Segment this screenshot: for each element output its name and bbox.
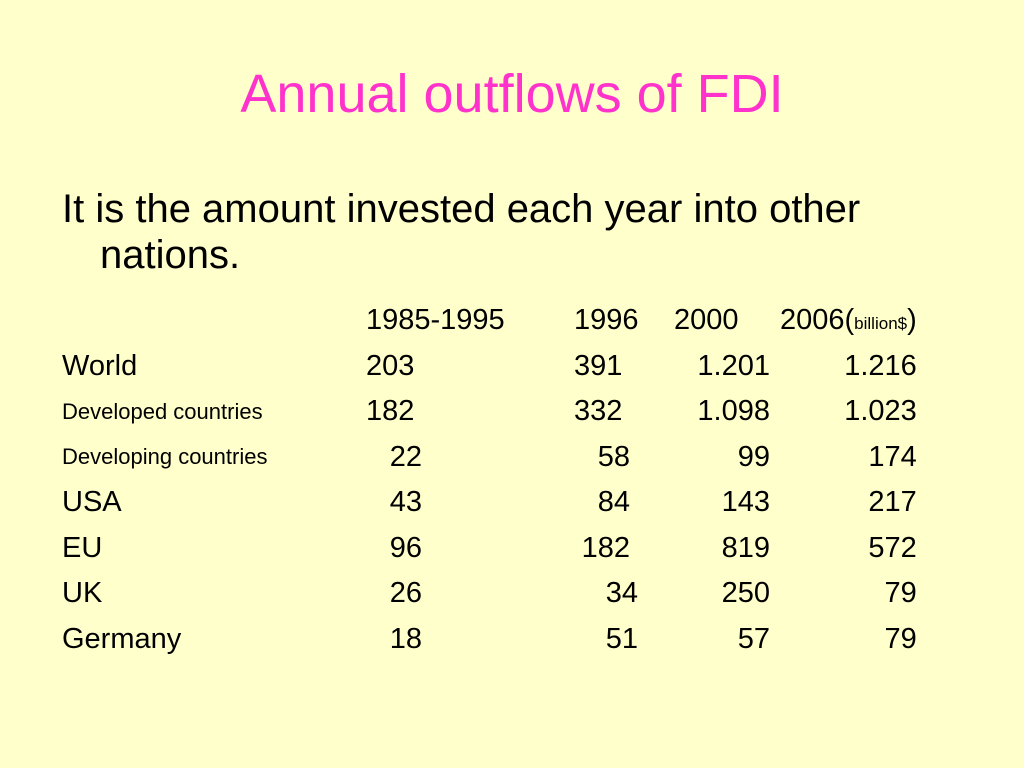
- cell-2000: 1.098: [697, 395, 770, 428]
- table-row: EU 96 182 819 572: [62, 526, 917, 572]
- cell-1996: 182: [574, 526, 674, 572]
- cell-1996: 332: [574, 389, 674, 435]
- table-header-row: 1985-1995 1996 2000 2006(billion$): [62, 298, 917, 344]
- table-row: Developed countries 182 332 1.098 1.023: [62, 389, 917, 435]
- header-2000: 2000: [674, 304, 739, 337]
- cell-1985-1995: 22: [366, 435, 574, 481]
- slide-title: Annual outflows of FDI: [240, 64, 784, 124]
- cell-value: 34: [605, 577, 638, 610]
- cell-1985-1995: 43: [366, 480, 574, 526]
- cell-value: 26: [389, 577, 422, 610]
- table-row: World 203 391 1.201 1.216: [62, 344, 917, 390]
- cell-value: 84: [597, 486, 630, 519]
- row-label: UK: [62, 577, 103, 610]
- header-2006-unit: billion$: [854, 314, 908, 334]
- row-label: USA: [62, 486, 122, 519]
- cell-value: 18: [389, 622, 422, 655]
- row-label: Developed countries: [62, 398, 263, 424]
- cell-2006: 1.023: [844, 395, 917, 428]
- cell-2006: 79: [884, 622, 917, 655]
- fdi-outflows-table: 1985-1995 1996 2000 2006(billion$) World…: [62, 298, 917, 662]
- cell-value: 182: [366, 395, 415, 428]
- cell-2000: 250: [721, 577, 770, 610]
- cell-1996: 84: [574, 480, 674, 526]
- header-1996: 1996: [574, 304, 639, 337]
- cell-2000: 1.201: [697, 349, 770, 382]
- table-row: UK 26 34 250 79: [62, 571, 917, 617]
- header-2006-suffix: ): [907, 304, 917, 337]
- cell-value: 203: [366, 349, 415, 382]
- header-blank-cell: [62, 298, 366, 344]
- header-2006-prefix: 2006(: [780, 304, 855, 337]
- cell-value: 391: [574, 349, 623, 382]
- cell-2006: 1.216: [844, 349, 917, 382]
- slide-body-text: It is the amount invested each year into…: [62, 187, 861, 277]
- cell-value: 332: [574, 395, 623, 428]
- cell-1996: 34: [574, 571, 674, 617]
- cell-1996: 391: [574, 344, 674, 390]
- cell-value: 58: [597, 440, 630, 473]
- cell-1985-1995: 203: [366, 344, 574, 390]
- row-label: Germany: [62, 622, 182, 655]
- header-1985-1995: 1985-1995: [366, 304, 505, 337]
- row-label: Developing countries: [62, 444, 268, 470]
- cell-2000: 57: [737, 622, 770, 655]
- cell-2006: 217: [868, 486, 917, 519]
- cell-1996: 51: [574, 617, 674, 663]
- cell-value: 22: [389, 440, 422, 473]
- cell-value: 96: [389, 531, 422, 564]
- cell-1985-1995: 182: [366, 389, 574, 435]
- table-row: Germany 18 51 57 79: [62, 617, 917, 663]
- cell-value: 51: [605, 622, 638, 655]
- table-row: USA 43 84 143 217: [62, 480, 917, 526]
- cell-2006: 572: [868, 531, 917, 564]
- cell-1985-1995: 18: [366, 617, 574, 663]
- cell-value: 43: [389, 486, 422, 519]
- row-label: World: [62, 349, 138, 382]
- row-label: EU: [62, 531, 103, 564]
- cell-2006: 79: [884, 577, 917, 610]
- cell-2000: 143: [721, 486, 770, 519]
- table-row: Developing countries 22 58 99 174: [62, 435, 917, 481]
- cell-value: 182: [581, 531, 630, 564]
- cell-2000: 99: [737, 440, 770, 473]
- cell-1996: 58: [574, 435, 674, 481]
- cell-1985-1995: 96: [366, 526, 574, 572]
- cell-1985-1995: 26: [366, 571, 574, 617]
- cell-2006: 174: [868, 440, 917, 473]
- cell-2000: 819: [721, 531, 770, 564]
- header-2006: 2006(billion$): [780, 298, 917, 344]
